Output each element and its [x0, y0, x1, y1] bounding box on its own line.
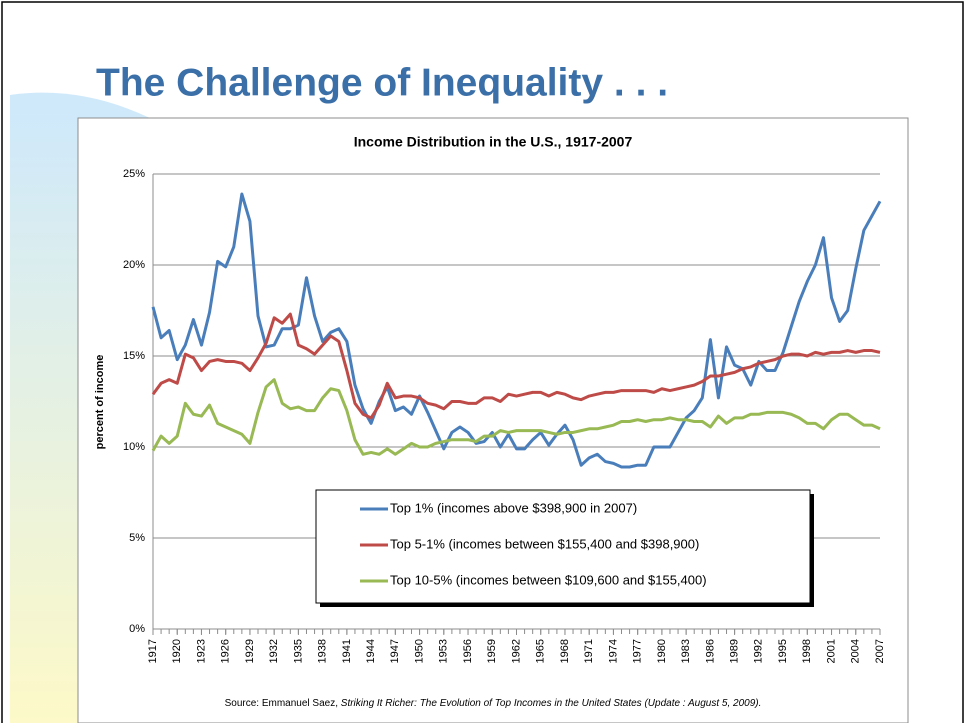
x-tick-label: 1941: [341, 639, 353, 663]
x-tick-label: 1932: [268, 639, 280, 663]
x-tick-label: 1923: [195, 639, 207, 663]
x-tick-label: 1986: [704, 639, 716, 663]
legend-label: Top 1% (incomes above $398,900 in 2007): [390, 500, 637, 515]
series-line: [151, 378, 881, 456]
y-axis-label: percent of income: [94, 355, 106, 450]
x-tick-label: 1977: [632, 639, 644, 663]
source-title: Striking It Richer: The Evolution of Top…: [341, 698, 762, 709]
x-tick-label: 1920: [171, 639, 183, 663]
y-tick-label: 0%: [129, 623, 145, 635]
chart-title: Income Distribution in the U.S., 1917-20…: [354, 134, 633, 150]
y-tick-label: 5%: [129, 532, 145, 544]
x-tick-label: 1965: [535, 639, 547, 663]
x-tick-label: 2004: [850, 639, 862, 663]
x-tick-label: 1962: [510, 639, 522, 663]
x-tick-label: 1971: [583, 639, 595, 663]
x-tick-label: 1950: [413, 639, 425, 663]
decoration-bar: [10, 110, 78, 723]
x-tick-label: 1989: [729, 639, 741, 663]
x-tick-label: 1938: [317, 639, 329, 663]
legend-label: Top 5-1% (incomes between $155,400 and $…: [390, 536, 699, 551]
series-line: [151, 312, 881, 420]
legend-box: [315, 489, 811, 604]
y-tick-label: 25%: [123, 168, 145, 180]
x-tick-label: 1995: [777, 639, 789, 663]
x-tick-label: 1959: [486, 639, 498, 663]
slide-title: The Challenge of Inequality . . .: [96, 61, 668, 104]
x-tick-label: 1917: [147, 639, 159, 663]
y-tick-label: 15%: [123, 350, 145, 362]
legend: Top 1% (incomes above $398,900 in 2007) T…: [315, 489, 814, 607]
y-tick-label: 10%: [123, 441, 145, 453]
y-tick-label: 20%: [123, 259, 145, 271]
x-tick-label: 1968: [559, 639, 571, 663]
x-tick-label: 1980: [656, 639, 668, 663]
legend-label: Top 10-5% (incomes between $109,600 and …: [390, 572, 707, 587]
x-tick-label: 1974: [607, 639, 619, 663]
x-tick-label: 1929: [244, 639, 256, 663]
x-tick-label: 1956: [462, 639, 474, 663]
x-tick-label: 1992: [753, 639, 765, 663]
source: Source: Emmanuel Saez,: [225, 698, 341, 709]
x-tick-label: 1953: [438, 639, 450, 663]
x-tick-label: 1947: [389, 639, 401, 663]
x-tick-label: 1983: [680, 639, 692, 663]
x-tick-label: 2001: [825, 639, 837, 663]
plot: 0% 5% 10% 15% 20% 25% 1917 1920 1923 1926 1929 1932…: [123, 168, 886, 664]
x-tick-label: 1926: [220, 639, 232, 663]
series-line: [151, 192, 882, 469]
x-tick-label: 1935: [292, 639, 304, 663]
source-note: Source: Emmanuel Saez, Striking It Riche…: [225, 698, 762, 709]
x-tick-label: 2007: [874, 639, 886, 663]
x-tick-label: 1944: [365, 639, 377, 663]
x-tick-label: 1998: [801, 639, 813, 663]
